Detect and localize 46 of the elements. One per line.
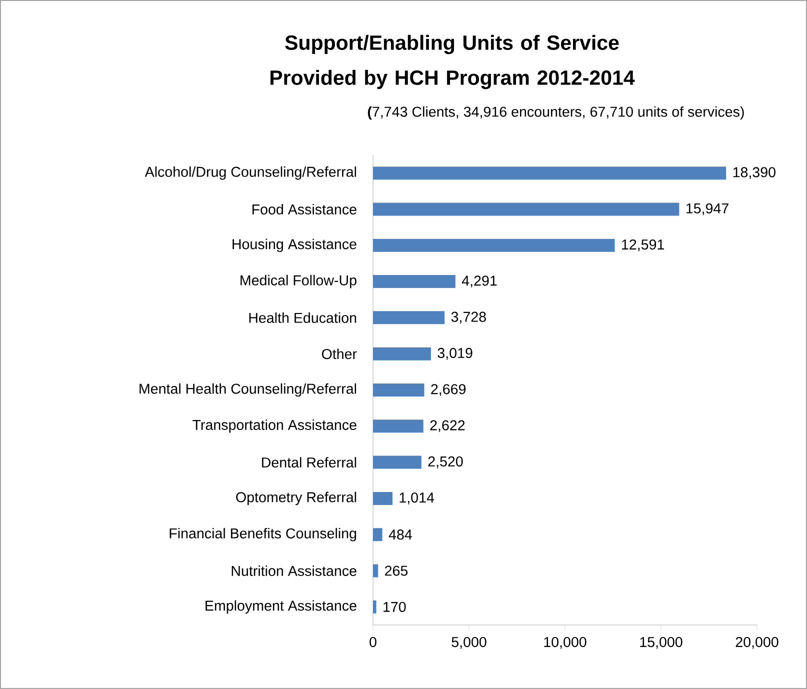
x-tick-label: 20,000 <box>736 636 778 649</box>
bar <box>373 456 422 469</box>
y-tick-label: Employment Assistance <box>206 600 356 614</box>
y-tick-label: Food Assistance <box>252 204 356 214</box>
data-label: 170 <box>384 602 406 612</box>
y-tick-label: Other <box>322 348 357 360</box>
y-tick-label: Health Education <box>249 312 356 323</box>
y-tick-label: Housing Assistance <box>232 238 356 252</box>
chart-title: Support/Enabling Units of Service Provided by HCH Program 2012-2014 <box>270 34 635 90</box>
x-tick-label: 0 <box>370 636 376 648</box>
bar <box>373 166 726 180</box>
data-label: 1,014 <box>400 492 434 504</box>
data-label: 2,622 <box>430 420 465 432</box>
x-tick-label: 5,000 <box>452 636 486 649</box>
y-tick-label: Mental Health Counseling/Referral <box>140 383 356 397</box>
bar <box>373 420 424 433</box>
y-tick-label: Financial Benefits Counseling <box>170 528 356 542</box>
y-tick-label: Alcohol/Drug Counseling/Referral <box>144 166 356 180</box>
bar <box>373 564 378 578</box>
bar <box>373 347 431 360</box>
bar <box>373 383 424 396</box>
data-label: 265 <box>385 566 408 576</box>
bar <box>373 311 445 324</box>
bar <box>373 238 615 252</box>
x-tick-label: 15,000 <box>640 636 682 649</box>
y-tick-label: Transportation Assistance <box>192 419 356 433</box>
data-label: 4,291 <box>462 276 497 288</box>
data-label: 2,669 <box>431 384 466 396</box>
data-label: 484 <box>388 530 412 540</box>
y-tick-label: Nutrition Assistance <box>232 566 356 576</box>
bar <box>373 528 382 542</box>
bar <box>373 202 680 216</box>
data-label: 3,728 <box>451 312 486 324</box>
data-label: 15,947 <box>686 203 728 216</box>
y-tick-label: Optometry Referral <box>236 492 356 506</box>
data-label: 3,019 <box>438 348 472 360</box>
chart-subtitle: (7,743 Clients, 34,916 encounters, 67,710 units of services) <box>368 106 744 120</box>
data-label: 2,520 <box>428 456 463 468</box>
bar <box>373 275 456 288</box>
y-tick-label: Dental Referral <box>262 457 356 468</box>
bar <box>373 600 376 614</box>
data-label: 18,390 <box>733 167 776 179</box>
bar <box>373 492 392 505</box>
data-label: 12,591 <box>622 239 664 252</box>
y-tick-label: Medical Follow-Up <box>240 274 356 288</box>
x-tick-label: 10,000 <box>544 636 586 649</box>
